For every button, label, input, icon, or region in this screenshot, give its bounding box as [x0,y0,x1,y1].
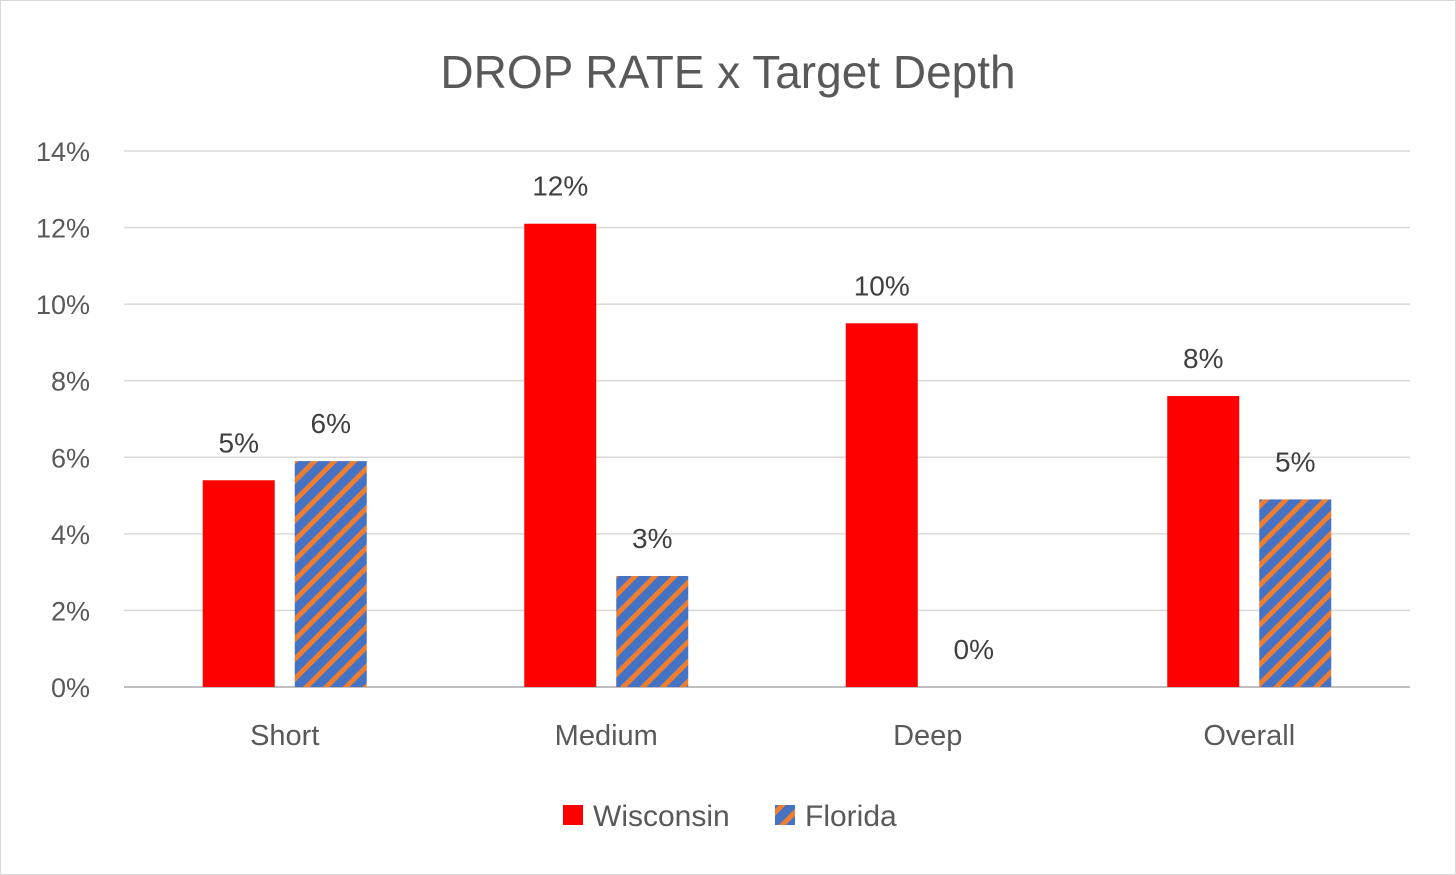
x-category-label: Medium [555,720,658,752]
y-tick-label: 8% [51,367,90,397]
x-axis-categories: Short Medium Deep Overall [250,720,1295,752]
y-tick-label: 12% [36,214,90,244]
x-category-label: Overall [1203,720,1295,752]
y-axis-ticks: 0% 2% 4% 6% 8% 10% 12% 14% [36,137,90,703]
data-label: 12% [532,171,588,202]
y-tick-label: 10% [36,290,90,320]
data-label: 10% [854,270,910,301]
data-label: 3% [632,523,672,554]
legend-swatch-florida [775,805,795,825]
y-tick-label: 2% [51,596,90,626]
data-labels: 5% 6% 12% 3% 10% 0% 8% 5% [219,171,1316,665]
bar-wisconsin-medium [524,223,597,687]
bars [202,223,1332,687]
legend-label-florida: Florida [805,800,897,833]
bar-florida-short [294,461,367,687]
chart-title: DROP RATE x Target Depth [440,46,1015,98]
bar-wisconsin-short [202,480,275,687]
data-label: 8% [1183,343,1223,374]
legend: Wisconsin Florida [563,800,897,833]
y-tick-label: 6% [51,443,90,473]
bar-florida-overall [1259,499,1332,687]
legend-label-wisconsin: Wisconsin [593,800,730,833]
bar-wisconsin-overall [1167,396,1240,687]
y-tick-label: 14% [36,137,90,167]
bar-florida-medium [616,575,689,687]
data-label: 0% [954,634,994,665]
x-category-label: Deep [893,720,962,752]
data-label: 5% [219,427,259,458]
data-label: 5% [1275,446,1315,477]
y-tick-label: 4% [51,520,90,550]
legend-swatch-wisconsin [563,805,583,825]
y-tick-label: 0% [51,673,90,703]
data-label: 6% [311,408,351,439]
bar-wisconsin-deep [845,323,918,687]
x-category-label: Short [250,720,319,752]
